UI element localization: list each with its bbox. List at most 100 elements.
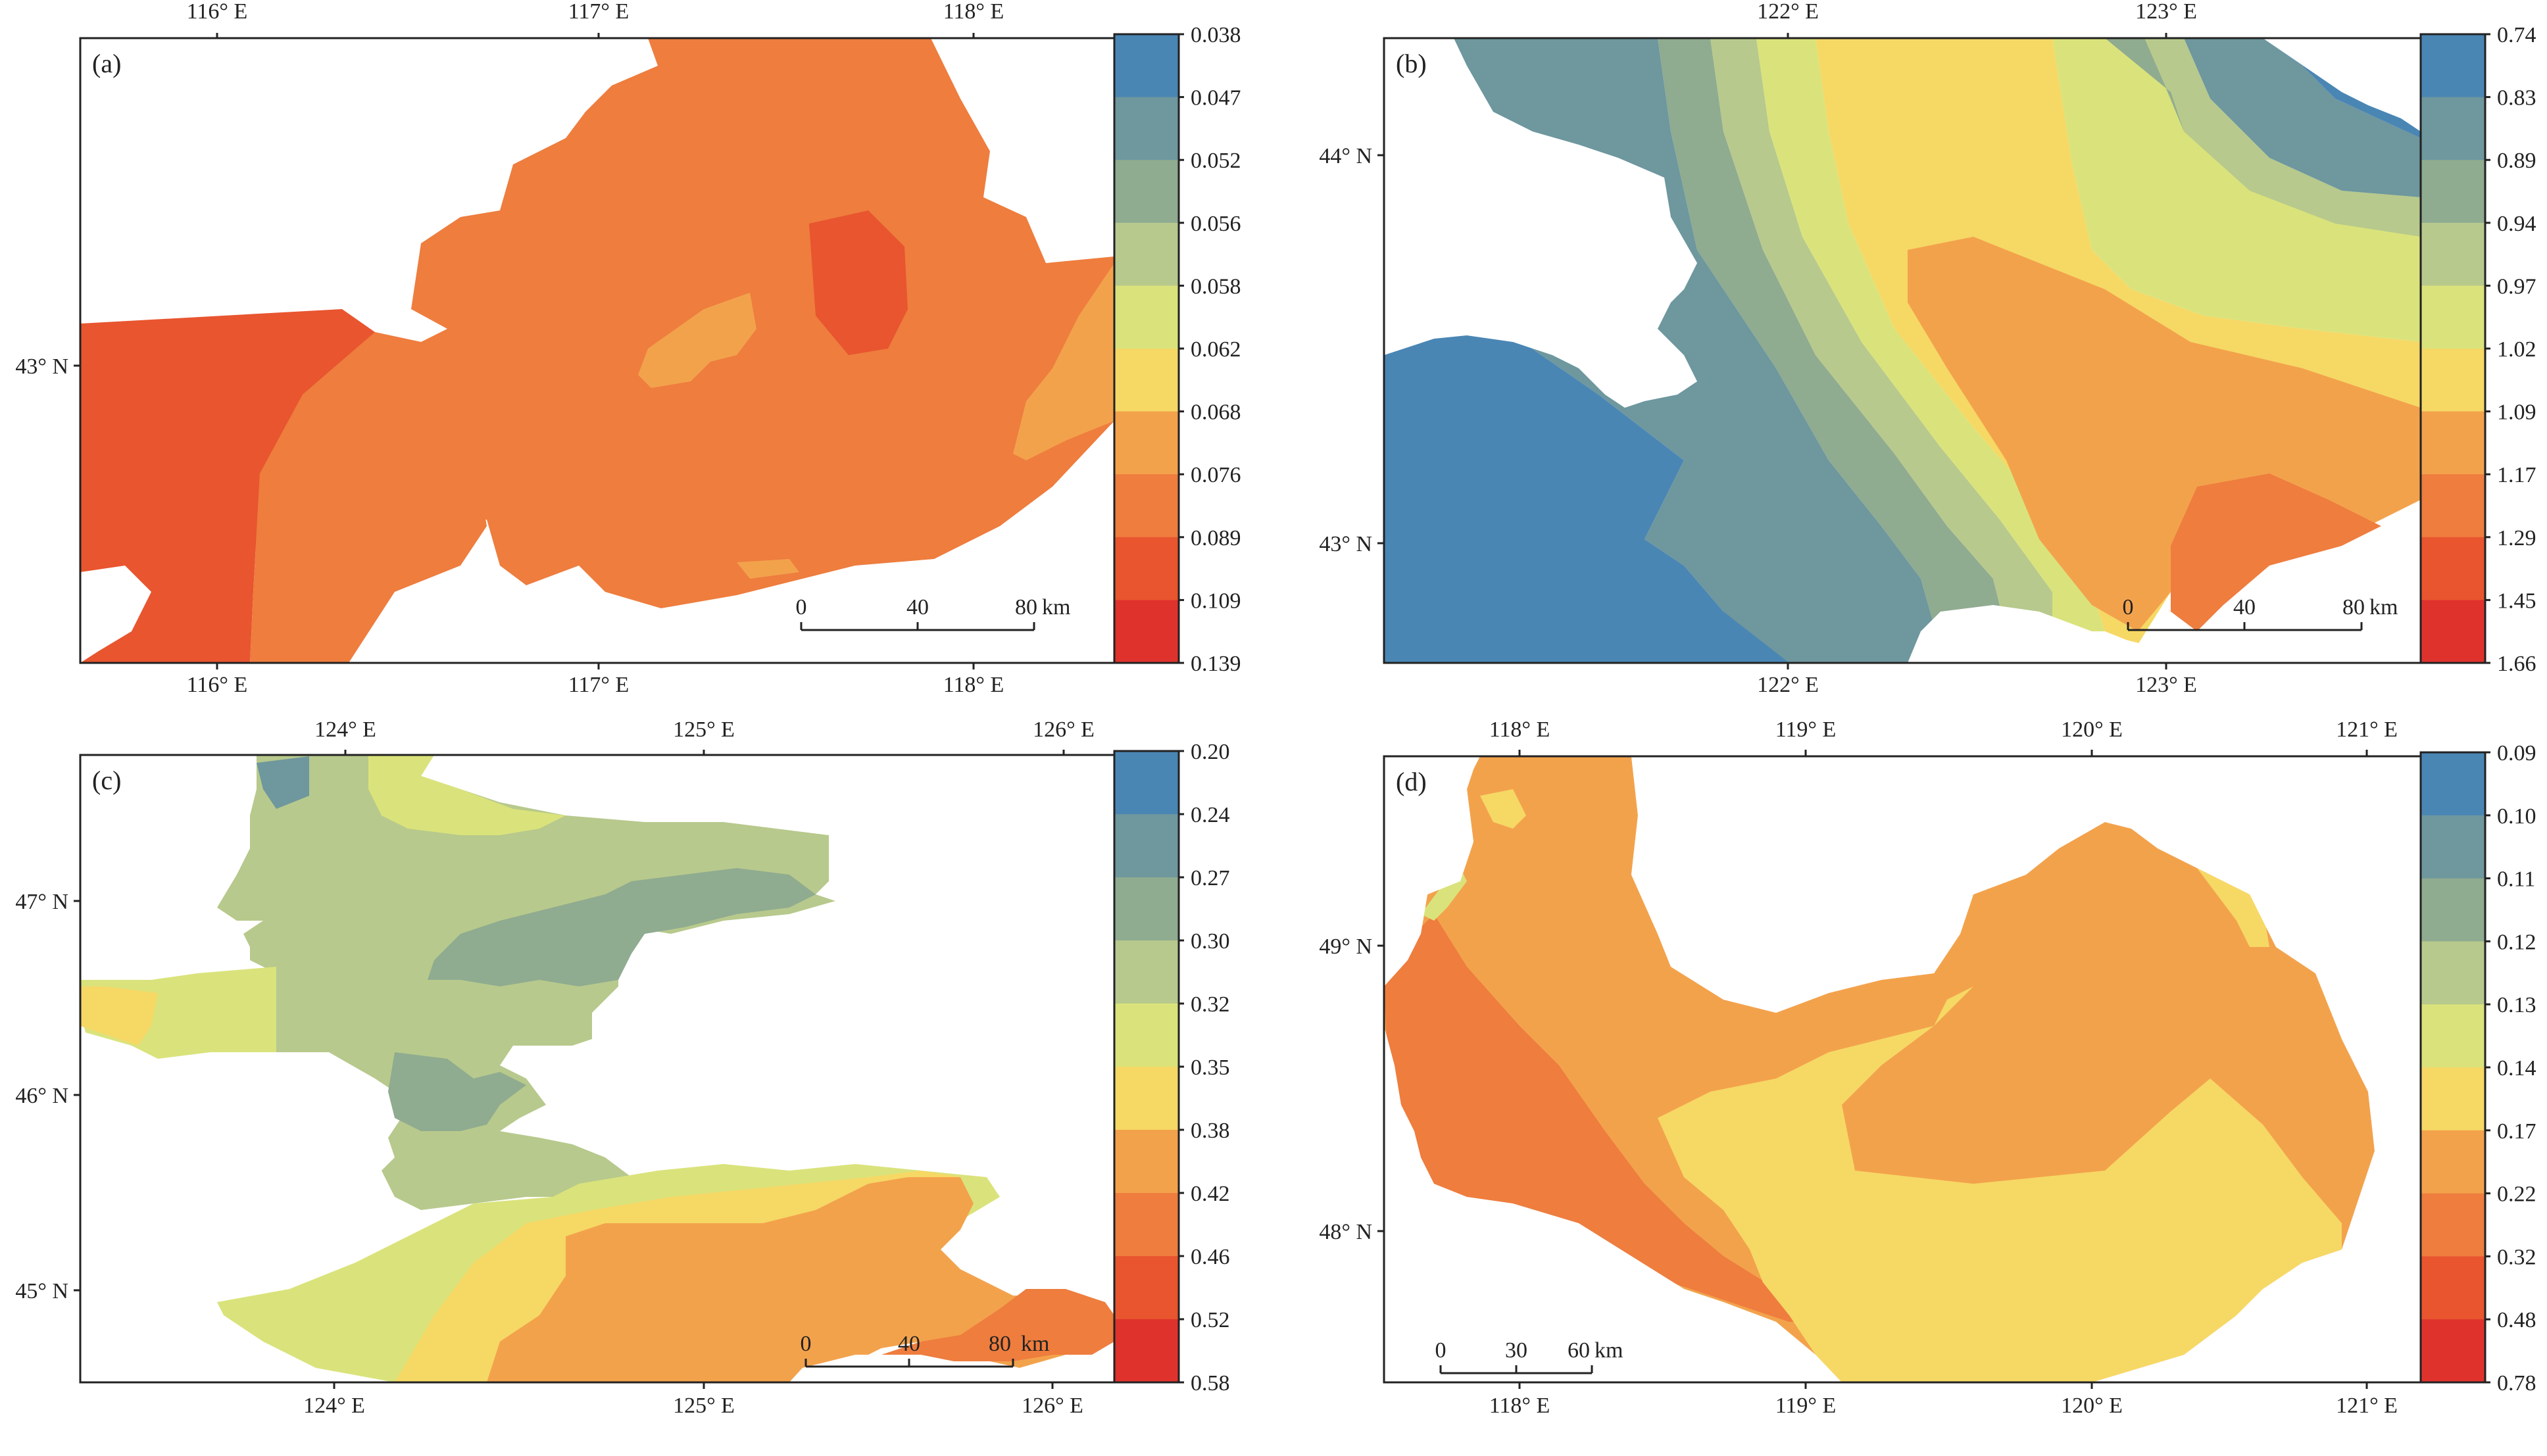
legend-swatch-6 <box>1114 411 1179 475</box>
panel-b-scale-2: 80 <box>2342 595 2365 619</box>
panel-d-bottom-tick-3: 121° E <box>2336 1394 2398 1418</box>
legend-label-8: 0.46 <box>1191 1245 1230 1269</box>
legend-label-1: 0.10 <box>2497 804 2536 829</box>
panel-a-bottom-tick-0: 116° E <box>187 673 248 697</box>
panel-a-scalebar: 0 40 80 km <box>796 595 1070 631</box>
legend-label-9: 0.52 <box>1191 1308 1230 1332</box>
legend-swatch-4 <box>2421 1004 2485 1068</box>
legend-label-1: 0.047 <box>1191 86 1241 110</box>
region-c-035-west <box>80 986 158 1046</box>
legend-label-8: 1.29 <box>2497 526 2536 550</box>
panel-d-map <box>1384 756 2421 1382</box>
panel-d-label: (d) <box>1396 767 1427 796</box>
panel-b-label: (b) <box>1396 49 1427 78</box>
legend-label-4: 0.97 <box>2497 274 2536 299</box>
region-a-0076-notch <box>737 559 799 579</box>
legend-label-0: 0.74 <box>2497 23 2536 47</box>
panel-b-map <box>1384 38 2421 663</box>
legend-swatch-0 <box>1114 751 1179 815</box>
region-c-024 <box>257 756 309 809</box>
legend-swatch-7 <box>2421 1193 2485 1257</box>
legend-label-3: 0.30 <box>1191 929 1230 954</box>
legend-label-5: 0.35 <box>1191 1056 1230 1080</box>
panel-c-top-tick-1: 125° E <box>673 717 735 742</box>
legend-swatch-5 <box>2421 1067 2485 1131</box>
legend-swatch-3 <box>1114 222 1179 286</box>
panel-b-scale-1: 40 <box>2233 595 2256 619</box>
legend-label-5: 0.062 <box>1191 337 1241 362</box>
panel-b-scalebar: 0 40 80 km <box>2123 595 2398 631</box>
region-c-042 <box>881 1289 1114 1361</box>
legend-swatch-3 <box>2421 941 2485 1005</box>
panel-c-left-tick-1: 46° N <box>15 1084 68 1108</box>
panel-d-scale-2: 60 <box>1568 1338 1590 1363</box>
legend-swatch-1 <box>2421 97 2485 160</box>
legend-swatch-0 <box>2421 34 2485 98</box>
legend-swatch-4 <box>1114 1004 1179 1067</box>
panel-b-bottom-tick-1: 123° E <box>2135 673 2197 697</box>
legend-swatch-1 <box>2421 815 2485 879</box>
legend-swatch-6 <box>2421 411 2485 475</box>
panel-a-label: (a) <box>92 49 121 78</box>
panel-b-left-tick-1: 43° N <box>1319 532 1372 556</box>
legend-label-6: 0.38 <box>1191 1119 1230 1143</box>
panel-b: 122° E 123° E 122° E 123° E 44° N 43° N … <box>1319 0 2536 697</box>
legend-swatch-3 <box>2421 222 2485 286</box>
legend-label-3: 0.056 <box>1191 212 1241 236</box>
region-b-0089 <box>1658 38 2006 631</box>
void-b-east <box>2263 38 2421 132</box>
legend-swatch-9 <box>2421 600 2485 664</box>
legend-swatch-0 <box>2421 752 2485 816</box>
legend-swatch-8 <box>1114 1256 1179 1320</box>
panel-b-legend: 0.74 0.83 0.89 0.94 0.97 1.02 1.09 1.17 1.29 1.45… <box>2419 23 2536 676</box>
panel-c-scale-2: 80 <box>989 1332 1011 1356</box>
panel-d-legend: 0.09 0.10 0.11 0.12 0.13 0.14 0.17 0.22 0.32 0.48… <box>2419 741 2536 1395</box>
legend-label-9: 0.48 <box>2497 1308 2536 1332</box>
legend-swatch-4 <box>2421 285 2485 349</box>
panel-c-scalebar: 0 40 80 km <box>801 1332 1049 1368</box>
panel-a-legend: 0.038 0.047 0.052 0.056 0.058 0.062 0.068 0.076… <box>1113 23 1241 676</box>
panel-c-top-tick-0: 124° E <box>314 717 376 742</box>
panel-d-left-tick-0: 49° N <box>1319 934 1372 959</box>
region-c-032-north <box>368 755 566 835</box>
legend-label-4: 0.058 <box>1191 274 1241 299</box>
panel-a-scale-0: 0 <box>796 595 807 619</box>
panel-b-top-tick-0: 122° E <box>1757 0 1819 24</box>
legend-label-2: 0.11 <box>2497 867 2535 892</box>
legend-label-5: 1.02 <box>2497 337 2536 362</box>
legend-label-10: 1.66 <box>2497 652 2536 676</box>
legend-swatch-7 <box>1114 1193 1179 1257</box>
legend-swatch-2 <box>1114 877 1179 941</box>
legend-swatch-2 <box>1114 160 1179 224</box>
legend-label-3: 0.12 <box>2497 930 2536 954</box>
panel-d-bottom-tick-1: 119° E <box>1775 1394 1837 1418</box>
panel-d-left-tick-1: 48° N <box>1319 1220 1372 1244</box>
legend-swatch-5 <box>1114 349 1179 412</box>
region-a-0109-center <box>809 210 908 355</box>
panel-a-top-tick-0: 116° E <box>187 0 248 24</box>
panel-a-bottom-tick-1: 117° E <box>568 673 630 697</box>
region-d-014-nw <box>1480 789 1526 829</box>
region-c-027-north <box>428 868 816 986</box>
legend-label-6: 0.068 <box>1191 400 1241 425</box>
panel-c-bottom-tick-1: 125° E <box>673 1394 735 1418</box>
panel-b-scale-0: 0 <box>2123 595 2134 619</box>
legend-label-4: 0.13 <box>2497 993 2536 1017</box>
legend-swatch-8 <box>2421 1256 2485 1320</box>
region-d-022 <box>1384 914 1816 1322</box>
void-d-north <box>1631 756 2421 1382</box>
panel-d-bottom-tick-0: 118° E <box>1489 1394 1550 1418</box>
panel-d-scale-0: 0 <box>1435 1338 1447 1363</box>
region-d-014 <box>1658 986 2342 1382</box>
panel-c-top-tick-2: 126° E <box>1033 717 1095 742</box>
legend-label-2: 0.27 <box>1191 866 1230 890</box>
region-b-129 <box>2171 473 2381 631</box>
panel-a: 116° E 117° E 118° E 116° E 117° E 118° … <box>15 0 1241 697</box>
legend-swatch-2 <box>2421 878 2485 942</box>
panel-a-top-tick-1: 117° E <box>568 0 630 24</box>
panel-b-scale-unit: km <box>2369 595 2398 619</box>
legend-label-7: 0.42 <box>1191 1182 1230 1206</box>
void-c-east <box>1006 1368 1114 1382</box>
region-a-0089-south <box>250 332 487 663</box>
region-b-089-east <box>2105 38 2184 132</box>
